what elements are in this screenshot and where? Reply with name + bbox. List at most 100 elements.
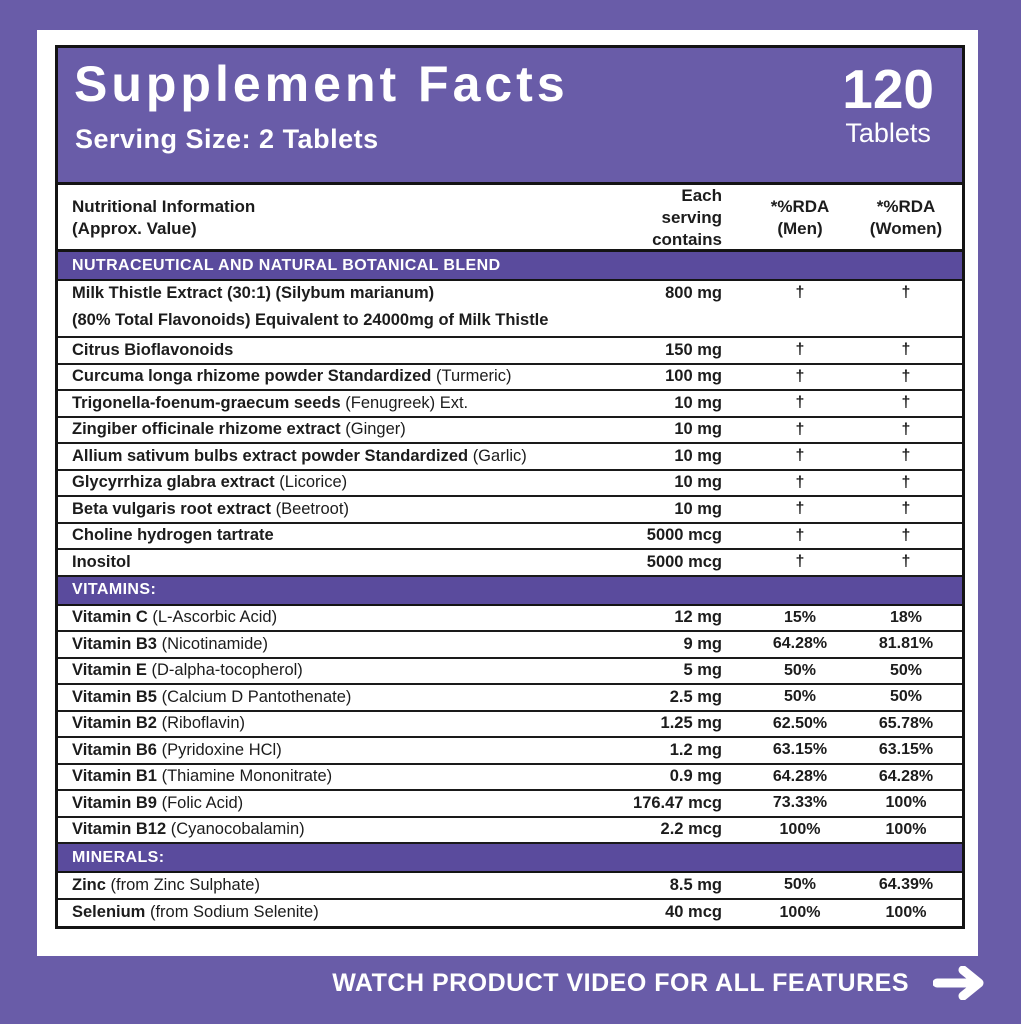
rda-women-cell: 63.15% <box>878 741 934 759</box>
ingredient-note: (Turmeric) <box>435 367 512 386</box>
ingredient-cell: Vitamin B1 (Thiamine Mononitrate) <box>58 767 620 786</box>
amount-cell: 2.5 mg <box>669 687 722 706</box>
ingredient-line2: (80% Total Flavonoids) Equivalent to 240… <box>72 311 549 329</box>
ingredient-note: (Ginger) <box>345 420 406 439</box>
ingredient-cell: Choline hydrogen tartrate <box>58 526 620 545</box>
ingredient-name: Vitamin B1 <box>72 767 157 786</box>
table-row: Vitamin B3 (Nicotinamide) 9 mg 64.28% 81.81… <box>58 632 962 659</box>
ingredient-cell: Vitamin B2 (Riboflavin) <box>58 714 620 733</box>
amount-cell: 176.47 mcg <box>633 793 722 812</box>
rda-men-cell: 50% <box>783 688 817 706</box>
amount-cell: 1.2 mg <box>669 740 722 759</box>
ingredient-name: Allium sativum bulbs extract powder Stan… <box>72 446 469 465</box>
rda-men-cell: 64.28% <box>772 635 828 653</box>
section-header: VITAMINS: <box>58 576 962 606</box>
ingredient-cell: Milk Thistle Extract (30:1) (Silybum mar… <box>58 284 620 303</box>
ingredient-note: (Pyridoxine HCl) <box>161 740 282 759</box>
table-header-row: Nutritional Information (Approx. Value) … <box>58 185 962 252</box>
table-row: Curcuma longa rhizome powder Standardize… <box>58 365 962 391</box>
rda-women-cell: † <box>901 473 911 491</box>
table-row: Beta vulgaris root extract (Beetroot) 10 … <box>58 497 962 524</box>
ingredient-note: (Folic Acid) <box>161 793 244 812</box>
col-header-rda-women: *%RDA (Women) <box>869 197 943 239</box>
ingredient-name: Inositol <box>72 552 131 571</box>
rda-men-cell: 100% <box>779 903 821 921</box>
ingredient-name: Vitamin B12 <box>72 820 167 839</box>
rda-men-cell: 50% <box>783 661 817 679</box>
ingredient-note: (Riboflavin) <box>161 714 246 733</box>
watch-video-cta[interactable]: WATCH PRODUCT VIDEO FOR ALL FEATURES <box>332 966 985 1000</box>
table-row: Zinc (from Zinc Sulphate) 8.5 mg 50% 64.39% <box>58 873 962 900</box>
amount-cell: 8.5 mg <box>669 875 722 894</box>
ingredient-name: Beta vulgaris root extract <box>72 499 271 518</box>
ingredient-note: (Beetroot) <box>275 499 349 518</box>
table-row: Trigonella-foenum-graecum seeds (Fenugre… <box>58 391 962 418</box>
ingredient-name: Vitamin B3 <box>72 634 157 653</box>
ingredient-note: (Licorice) <box>279 473 348 492</box>
ingredient-name: Glycyrrhiza glabra extract <box>72 473 275 492</box>
amount-cell: 1.25 mg <box>660 714 722 733</box>
ingredient-name: Vitamin B2 <box>72 714 157 733</box>
ingredient-cell: Vitamin E (D-alpha-tocopherol) <box>58 661 620 680</box>
ingredient-cell: Zingiber officinale rhizome extract (Gin… <box>58 420 620 439</box>
table-row: Vitamin B5 (Calcium D Pantothenate) 2.5 m… <box>58 685 962 712</box>
section-title: MINERALS: <box>72 848 165 866</box>
tablet-count-unit: Tablets <box>845 118 931 148</box>
ingredient-name: Zinc <box>72 875 106 894</box>
ingredient-name: Vitamin B5 <box>72 687 157 706</box>
ingredient-cell: Inositol <box>58 553 620 572</box>
rda-men-cell: 73.33% <box>772 794 828 812</box>
rda-women-cell: † <box>901 394 911 412</box>
rda-women-cell: 65.78% <box>878 714 934 732</box>
rda-women-cell: † <box>901 553 911 571</box>
amount-cell: 2.2 mcg <box>660 820 722 839</box>
ingredient-cell: Beta vulgaris root extract (Beetroot) <box>58 500 620 519</box>
rda-men-cell: † <box>795 526 805 544</box>
ingredient-name: Citrus Bioflavonoids <box>72 340 234 359</box>
ingredient-note: (from Zinc Sulphate) <box>110 875 260 894</box>
table-row: Vitamin B12 (Cyanocobalamin) 2.2 mcg 100% 1… <box>58 818 962 844</box>
rda-women-cell: † <box>901 341 911 359</box>
ingredient-cell: Glycyrrhiza glabra extract (Licorice) <box>58 473 620 492</box>
watch-video-label: WATCH PRODUCT VIDEO FOR ALL FEATURES <box>332 968 909 997</box>
rda-men-cell: † <box>795 284 805 301</box>
rda-men-cell: 100% <box>779 820 821 838</box>
rda-men-cell: † <box>795 473 805 491</box>
ingredient-cell: Allium sativum bulbs extract powder Stan… <box>58 447 620 466</box>
table-row: Inositol 5000 mcg † † <box>58 550 962 577</box>
rda-men-cell: 63.15% <box>772 741 828 759</box>
rda-women-cell: † <box>901 500 911 518</box>
rda-women-cell: 50% <box>889 688 923 706</box>
ingredient-note: (L-Ascorbic Acid) <box>152 608 278 627</box>
rda-women-cell: 64.28% <box>878 767 934 785</box>
rda-men-cell: † <box>795 447 805 465</box>
arrow-right-icon <box>933 966 984 1000</box>
rda-women-cell: 18% <box>889 608 923 626</box>
rda-men-cell: 15% <box>783 608 817 626</box>
ingredient-cell: Selenium (from Sodium Selenite) <box>58 903 620 922</box>
tablet-count-block: 120 Tablets <box>842 62 934 147</box>
amount-cell: 10 mg <box>674 473 722 492</box>
table-row: Vitamin B6 (Pyridoxine HCl) 1.2 mg 63.15% 6… <box>58 738 962 765</box>
rda-women-cell: † <box>901 447 911 465</box>
ingredient-name: Trigonella-foenum-graecum seeds <box>72 393 341 412</box>
ingredient-name: Milk Thistle Extract (30:1) (Silybum mar… <box>72 284 435 302</box>
ingredient-cell: Vitamin B6 (Pyridoxine HCl) <box>58 741 620 760</box>
ingredient-cell: Vitamin B5 (Calcium D Pantothenate) <box>58 688 620 707</box>
table-row: Allium sativum bulbs extract powder Stan… <box>58 444 962 471</box>
rda-men-cell: 62.50% <box>772 714 828 732</box>
col-header-serving: Each serving contains <box>652 186 722 250</box>
rda-men-cell: † <box>795 367 805 385</box>
ingredient-cell: Curcuma longa rhizome powder Standardize… <box>58 367 620 386</box>
supplement-facts-title: Supplement Facts <box>74 56 569 112</box>
table-row: Selenium (from Sodium Selenite) 40 mcg 100… <box>58 900 962 927</box>
ingredient-note: (Nicotinamide) <box>161 634 268 653</box>
amount-cell: 12 mg <box>674 608 722 627</box>
rda-men-cell: 64.28% <box>772 767 828 785</box>
ingredient-name: Curcuma longa rhizome powder Standardize… <box>72 367 432 386</box>
ingredient-cell: Vitamin C (L-Ascorbic Acid) <box>58 608 620 627</box>
table-body: NUTRACEUTICAL AND NATURAL BOTANICAL BLEN… <box>58 252 962 926</box>
table-row: Vitamin B2 (Riboflavin) 1.25 mg 62.50% 65.7… <box>58 712 962 738</box>
amount-cell: 9 mg <box>683 634 722 653</box>
amount-cell: 10 mg <box>674 420 722 439</box>
